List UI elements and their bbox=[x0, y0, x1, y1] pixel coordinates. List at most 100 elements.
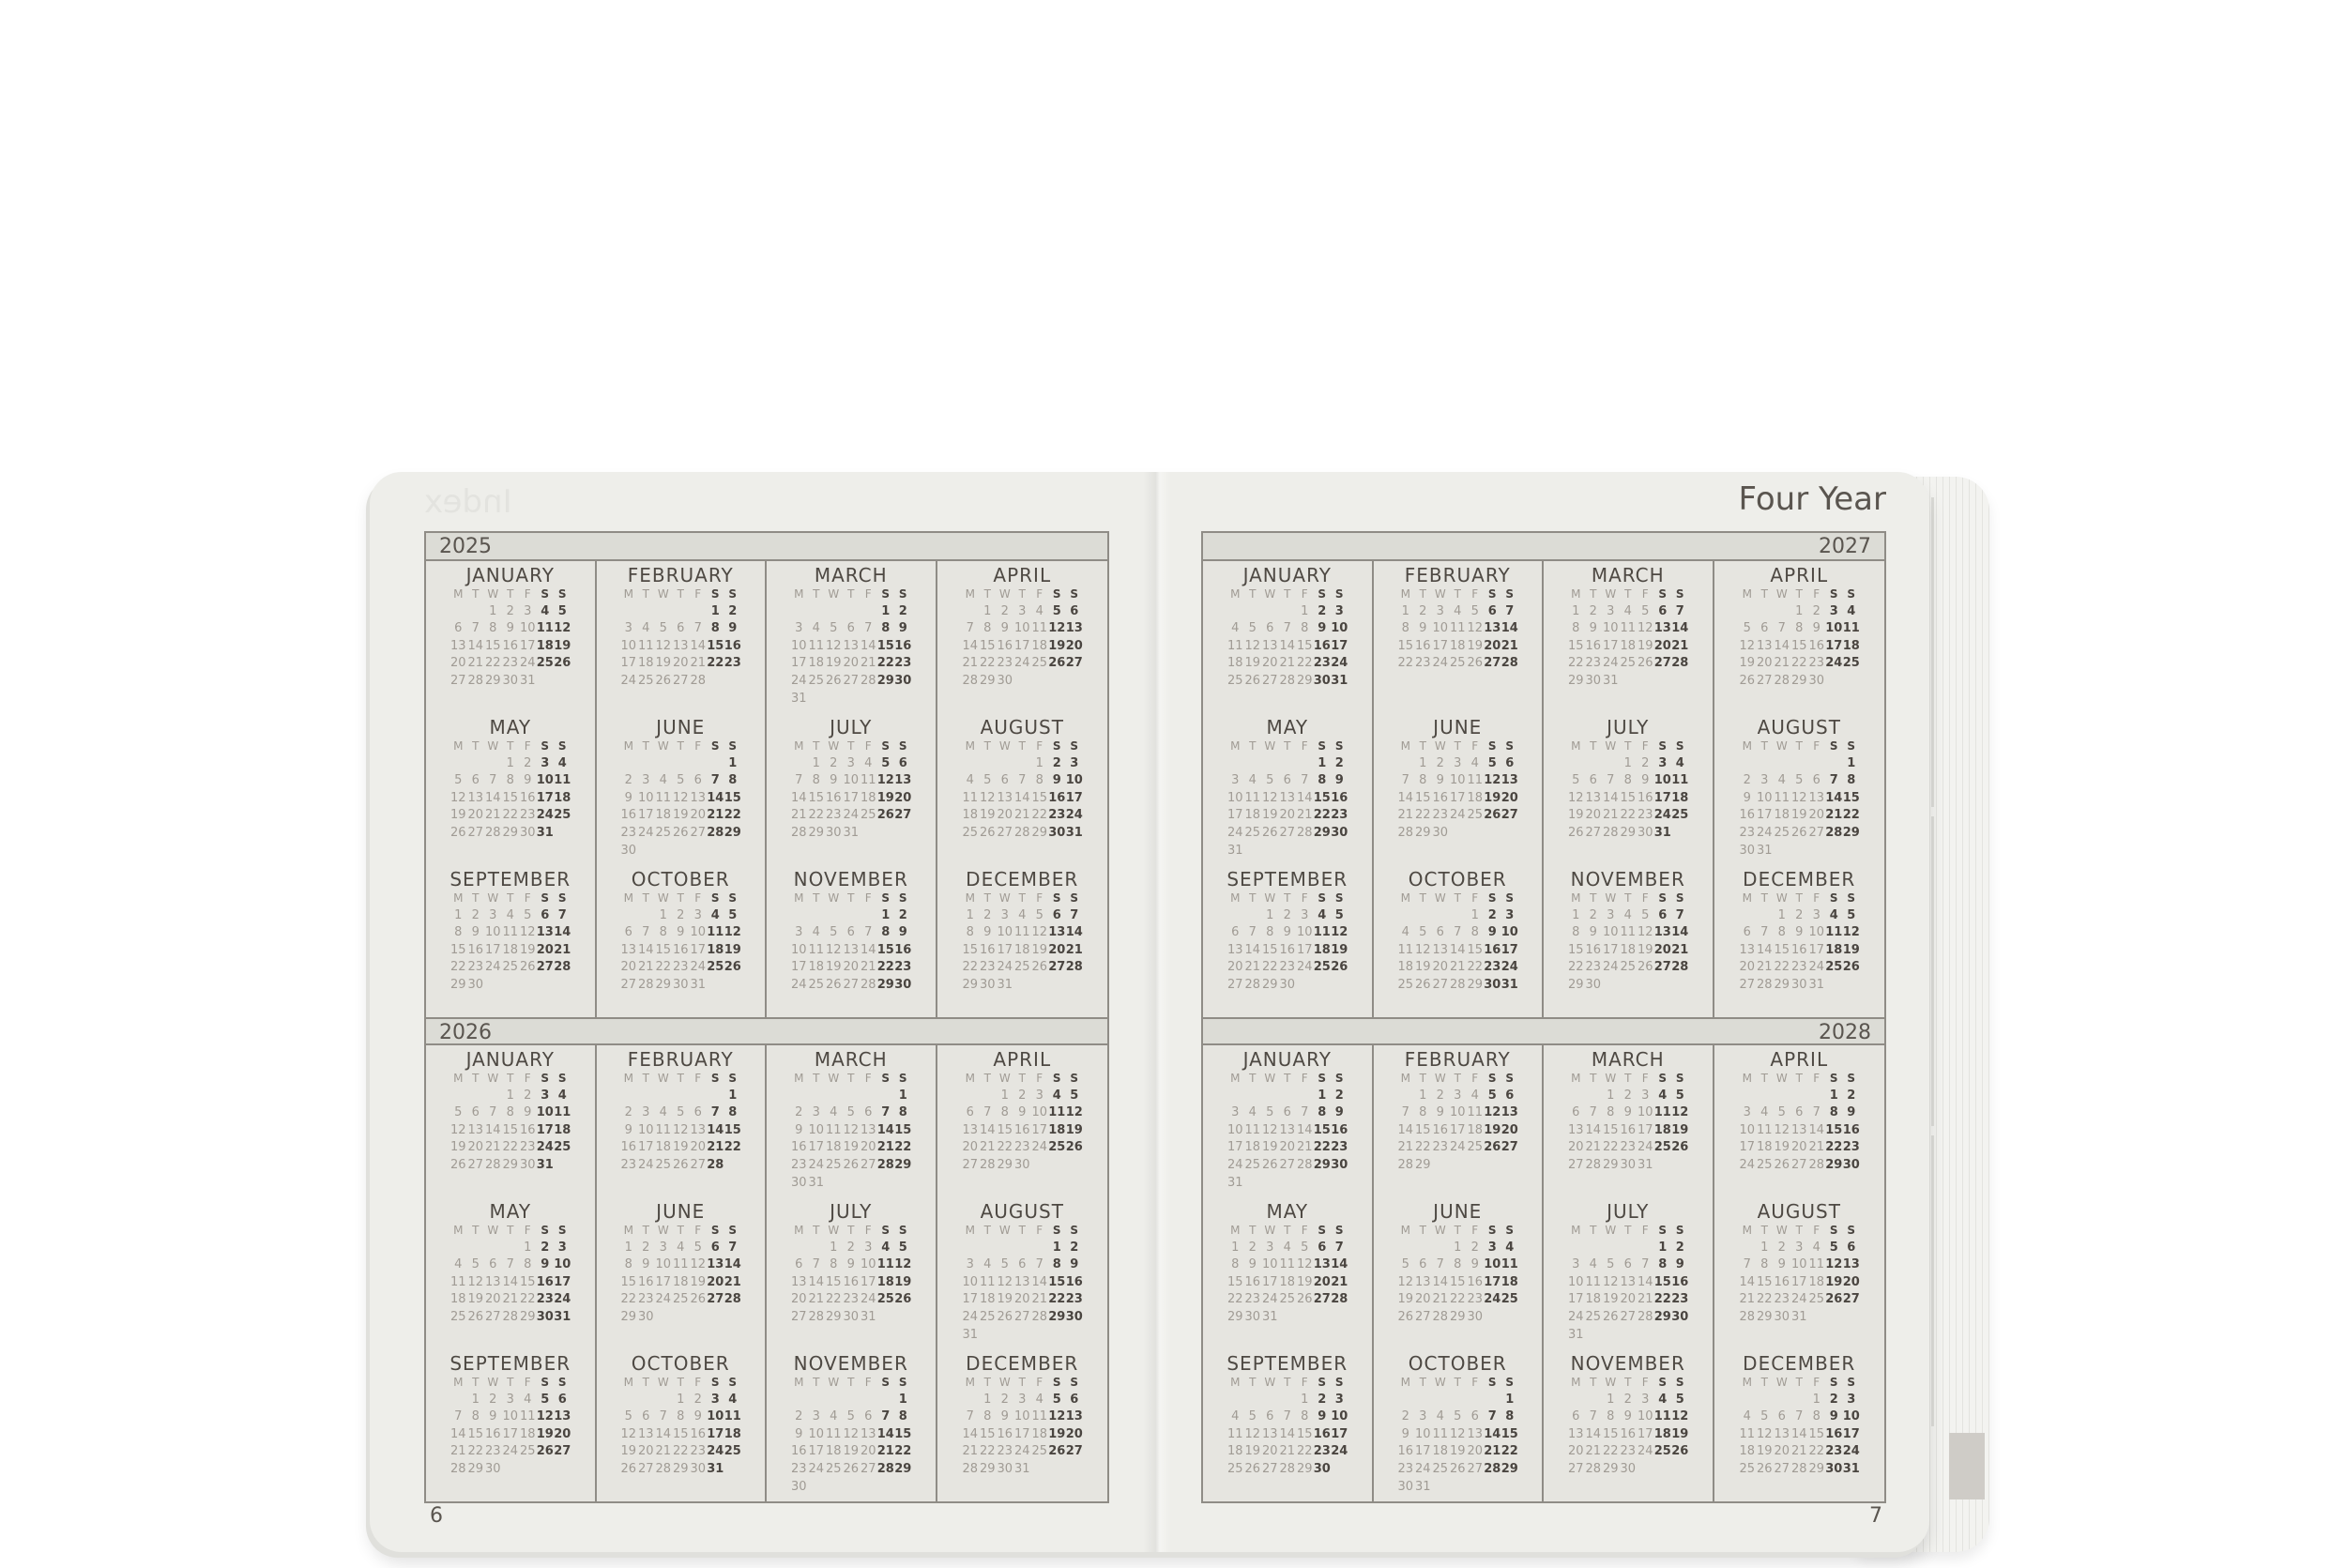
month-block: JULY M T W T F S S 1 2 3 4 5 6 7 8 9 10 11 12 13 14 15 16 17 18 19… bbox=[1544, 1197, 1714, 1349]
day-cell: 26 bbox=[1031, 960, 1048, 975]
day-cell: 1 bbox=[489, 603, 497, 618]
page-title: Four Year bbox=[1738, 480, 1886, 518]
day-cell: 17 bbox=[1296, 942, 1313, 957]
weekday-label: T bbox=[1795, 587, 1803, 601]
day-grid: M T W T F S S 1 2 3 4 5 6 7 8 9 10 11 12 13 14 15 16 17 18 19 20 21… bbox=[1203, 1374, 1372, 1479]
weekday-label: M bbox=[623, 739, 633, 753]
day-cell: 11 bbox=[1226, 1426, 1243, 1441]
day-cell: 3 bbox=[1266, 1240, 1274, 1255]
day-cell: 5 bbox=[1607, 1257, 1615, 1272]
day-cell: 18 bbox=[825, 1444, 842, 1459]
day-cell: 1 bbox=[812, 755, 820, 770]
day-cell: 21 bbox=[876, 1140, 894, 1155]
day-cell: 22 bbox=[484, 656, 501, 671]
day-cell: 28 bbox=[1013, 825, 1030, 840]
day-cell: 25 bbox=[1244, 825, 1261, 840]
weekday-label: F bbox=[864, 1072, 872, 1085]
empty-cell bbox=[1637, 1240, 1654, 1257]
day-cell: 9 bbox=[1623, 1105, 1632, 1120]
day-cell: 5 bbox=[1829, 1240, 1838, 1255]
day-cell: 29 bbox=[1567, 673, 1584, 688]
day-cell: 15 bbox=[1756, 1274, 1773, 1289]
day-cell: 16 bbox=[1825, 1426, 1843, 1441]
day-cell: 13 bbox=[962, 1122, 979, 1137]
day-cell: 3 bbox=[1607, 603, 1615, 618]
day-cell: 12 bbox=[1048, 621, 1066, 636]
weekday-label: S bbox=[710, 587, 720, 601]
weekday-label: T bbox=[1249, 891, 1257, 905]
day-cell: 24 bbox=[1484, 1292, 1501, 1307]
day-cell: 5 bbox=[1419, 925, 1427, 940]
weekday-label: S bbox=[1658, 587, 1668, 601]
day-cell: 26 bbox=[1825, 1292, 1843, 1307]
day-cell: 3 bbox=[795, 621, 803, 636]
day-cell: 30 bbox=[1790, 977, 1807, 992]
day-cell: 21 bbox=[1671, 638, 1689, 653]
day-cell: 28 bbox=[1825, 825, 1843, 840]
day-cell: 25 bbox=[808, 977, 825, 992]
day-cell: 31 bbox=[1226, 1175, 1243, 1190]
weekday-label: F bbox=[864, 891, 872, 905]
index-tab[interactable] bbox=[1949, 1433, 1985, 1499]
day-cell: 14 bbox=[1671, 925, 1689, 940]
day-grid: M T W T F S S 1 2 3 4 5 6 7 8 9 10 11 12 13 14 15 16 17 18 19 20 21… bbox=[1544, 1374, 1713, 1479]
day-cell: 17 bbox=[637, 808, 654, 823]
day-cell: 18 bbox=[1620, 942, 1637, 957]
day-cell: 19 bbox=[979, 808, 996, 823]
day-cell: 7 bbox=[1641, 1257, 1650, 1272]
day-grid: M T W T F S S 1 2 3 4 5 6 7 8 9 10 11 12 13 14 15 16 17 18 19 20 21… bbox=[426, 738, 595, 843]
day-cell: 12 bbox=[825, 638, 842, 653]
day-cell: 10 bbox=[1501, 925, 1518, 940]
day-cell: 13 bbox=[1620, 1274, 1637, 1289]
day-cell: 19 bbox=[1031, 942, 1048, 957]
day-cell: 1 bbox=[881, 907, 891, 922]
day-cell: 30 bbox=[997, 673, 1013, 688]
day-cell: 4 bbox=[1760, 1105, 1769, 1120]
weekday-label: W bbox=[1605, 891, 1617, 905]
day-cell: 13 bbox=[1261, 638, 1278, 653]
month-block: AUGUST M T W T F S S 1 2 3 4 5 6 7 8 9 10 11 12 13 14 15 16 17 18… bbox=[937, 1197, 1108, 1349]
day-cell: 2 bbox=[1018, 1088, 1027, 1103]
day-cell: 30 bbox=[1397, 1479, 1414, 1494]
day-cell: 24 bbox=[1226, 1157, 1243, 1172]
month-name: DECEMBER bbox=[966, 868, 1079, 891]
weekday-label: M bbox=[1230, 1376, 1241, 1389]
day-grid: M T W T F S S 1 2 3 4 5 6 7 8 9 10 11 12 13 14 15 16 17 18 19 20 21… bbox=[767, 1374, 936, 1496]
day-cell: 12 bbox=[1048, 1409, 1066, 1424]
day-cell: 7 bbox=[506, 1257, 514, 1272]
day-cell: 26 bbox=[1671, 1140, 1689, 1155]
day-cell: 26 bbox=[825, 673, 842, 688]
day-cell: 15 bbox=[724, 790, 741, 805]
day-cell: 27 bbox=[1226, 977, 1243, 992]
day-grid: M T W T F S S 1 2 3 4 5 6 7 8 9 10 11 12 13 14 15 16 17 18 19 20 21… bbox=[1203, 890, 1372, 995]
day-cell: 12 bbox=[554, 621, 571, 636]
day-cell: 27 bbox=[1279, 1157, 1296, 1172]
weekday-label: M bbox=[965, 1072, 975, 1085]
day-cell: 15 bbox=[1842, 790, 1860, 805]
day-cell: 26 bbox=[1244, 673, 1261, 688]
month-name: DECEMBER bbox=[1743, 868, 1856, 891]
weekday-label: T bbox=[1760, 739, 1768, 753]
day-cell: 17 bbox=[1331, 1426, 1348, 1441]
weekday-label: S bbox=[881, 1224, 891, 1237]
weekday-label: F bbox=[1641, 1072, 1649, 1085]
day-cell: 31 bbox=[1637, 1157, 1653, 1172]
day-cell: 14 bbox=[467, 638, 484, 653]
month-block: NOVEMBER M T W T F S S 1 2 3 4 5 6 7 8 9 10 11 12 13 14 15 16 17… bbox=[1544, 865, 1714, 1017]
day-cell: 12 bbox=[1484, 1105, 1501, 1120]
day-cell: 9 bbox=[624, 790, 632, 805]
day-cell: 17 bbox=[1637, 1122, 1653, 1137]
day-cell: 24 bbox=[1637, 1444, 1653, 1459]
day-cell: 19 bbox=[1484, 1122, 1501, 1137]
day-cell: 2 bbox=[1248, 1240, 1257, 1255]
day-cell: 25 bbox=[1739, 1461, 1756, 1476]
day-cell: 23 bbox=[1432, 808, 1449, 823]
day-cell: 2 bbox=[693, 1392, 702, 1407]
day-cell: 6 bbox=[1487, 603, 1497, 618]
day-cell: 15 bbox=[1567, 942, 1584, 957]
day-cell: 6 bbox=[1231, 925, 1240, 940]
day-cell: 18 bbox=[1031, 1426, 1048, 1441]
empty-cell bbox=[1244, 603, 1262, 621]
day-cell: 30 bbox=[1637, 825, 1653, 840]
day-cell: 23 bbox=[467, 960, 484, 975]
